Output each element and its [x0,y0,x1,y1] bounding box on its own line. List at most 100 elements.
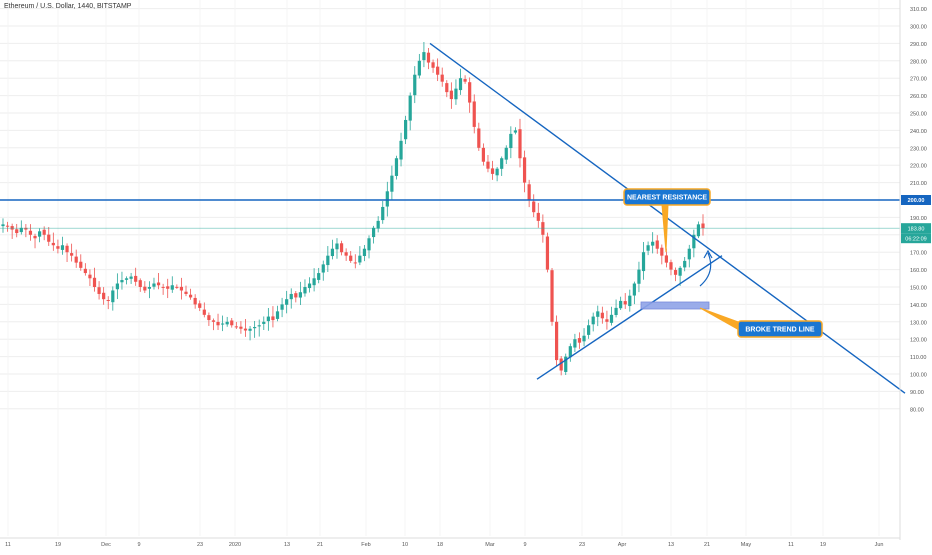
candle-body [188,294,193,298]
candle-body [559,358,563,371]
level-price-tag [901,195,931,205]
candle-body [70,253,74,256]
candle-body [564,356,568,372]
candle-body [646,245,650,251]
candle-body [641,252,646,272]
candle-body [216,321,220,326]
x-tick-label: 13 [284,542,290,548]
y-tick-label: 310.00 [910,7,927,13]
candle-body [170,285,174,290]
candle-body [239,326,243,329]
candle-body [65,245,69,253]
candle-body [683,260,687,268]
candle-body [614,307,618,316]
candle-body [230,320,234,326]
projection-arrow [699,252,712,287]
y-tick-label: 150.00 [910,286,927,292]
candle-body [42,229,46,235]
candle-body [573,339,577,348]
candle-body [202,309,206,315]
broke-trend-line-callout-box [737,320,823,338]
candle-body [436,66,440,75]
candle-body [115,283,119,290]
candle-body [134,275,138,282]
x-tick-label: 21 [704,542,710,548]
candle-body [156,282,161,286]
candle-body [486,161,490,169]
candle-body [600,312,604,319]
candle-body [326,255,330,266]
candle-body [161,286,165,288]
candle-body [490,168,495,174]
candle-body [285,299,289,305]
candle-body [669,262,673,270]
candle-body [321,264,325,273]
candle-body [207,315,211,321]
y-tick-label: 240.00 [910,129,927,135]
x-tick-label: 11 [5,542,11,548]
candle-body [390,175,394,192]
x-tick-label: 2020 [229,542,241,548]
y-tick-label: 90.00 [910,390,924,396]
candle-body [344,252,348,256]
candle-body [426,52,431,63]
candle-body [193,297,197,305]
candle-body [280,304,284,310]
candle-body [358,255,362,263]
candle-body [660,247,664,256]
x-tick-label: 9 [523,542,526,548]
candle-body [271,316,275,321]
candle-body [5,225,10,227]
candle-body [609,314,614,323]
y-tick-label: 230.00 [910,146,927,152]
candle-body [262,321,266,324]
candle-body [619,300,623,309]
candle-layer [1,41,705,376]
candle-body [591,316,595,325]
candle-body [51,242,55,246]
countdown-label: 06:22:09 [905,236,926,242]
candle-body [376,220,380,229]
candle-body [536,212,540,221]
candle-body [651,241,655,246]
candle-body [349,255,353,261]
candle-body [440,74,444,82]
candle-body [522,157,527,183]
candle-body [431,62,435,68]
candle-body [449,90,453,100]
candle-body [175,286,179,288]
candle-body [243,328,248,331]
candle-body [371,227,376,238]
candle-body [198,303,202,308]
candle-body [404,119,408,140]
candle-body [179,286,184,291]
x-tick-label: 9 [137,542,140,548]
candle-body [692,234,696,249]
level-price-label: 200.00 [908,198,925,204]
y-tick-label: 140.00 [910,303,927,309]
candle-body [587,325,591,335]
candle-body [330,248,335,257]
candle-body [367,238,371,251]
y-tick-label: 190.00 [910,216,927,222]
candle-body [10,226,14,230]
candle-body [211,320,216,322]
y-tick-label: 100.00 [910,373,927,379]
candle-body [422,52,426,61]
candle-body [605,319,609,322]
x-tick-label: 23 [197,542,203,548]
x-tick-label: Apr [618,542,627,548]
last-price-tag [901,223,931,234]
x-tick-label: May [741,542,752,548]
candle-body [381,206,385,221]
candle-body [362,248,367,257]
candle-body [147,287,152,289]
candle-body [143,286,147,291]
grid-layer [0,0,900,536]
candle-body [468,82,472,103]
candle-body [166,286,170,289]
nearest-resistance-callout-text: NEAREST RESISTANCE [627,195,707,202]
candle-body [532,201,536,213]
